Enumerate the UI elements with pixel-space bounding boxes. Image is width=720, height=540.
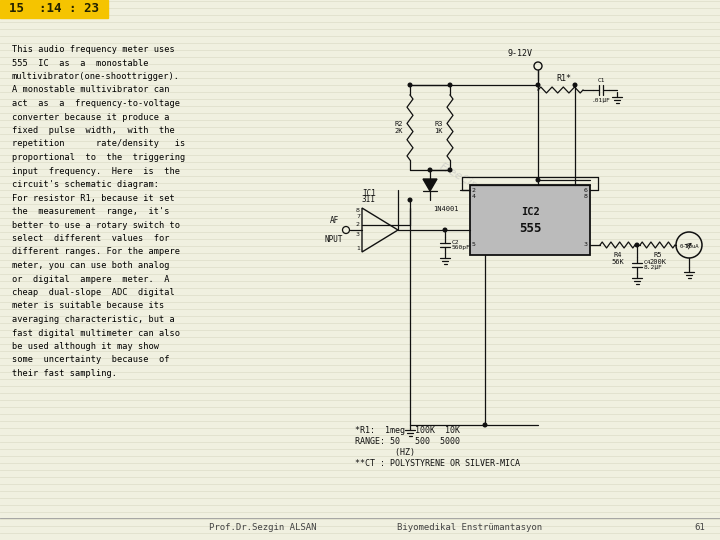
Text: be used although it may show: be used although it may show [12,342,159,351]
Text: meter, you can use both analog: meter, you can use both analog [12,261,169,270]
Text: For resistor R1, because it set: For resistor R1, because it set [12,193,175,202]
Text: IC1: IC1 [362,189,376,198]
Bar [470,185,590,255]
Text: *R1:  1meg  100K  10K: *R1: 1meg 100K 10K [355,426,460,435]
Circle shape [448,168,452,172]
Circle shape [483,423,487,427]
Text: 1N4001: 1N4001 [433,206,459,212]
Text: 555  IC  as  a  monostable: 555 IC as a monostable [12,58,148,68]
Text: or  digital  ampere  meter.  A: or digital ampere meter. A [12,274,169,284]
Circle shape [536,178,540,182]
Text: their fast sampling.: their fast sampling. [12,369,117,378]
Text: This audio frequency meter uses: This audio frequency meter uses [12,45,175,54]
Text: converter because it produce a: converter because it produce a [12,112,169,122]
Text: IC2: IC2 [521,207,539,217]
Text: 3: 3 [356,233,360,238]
Text: R1*: R1* [556,74,571,83]
Bar [0,0,108,18]
Text: select  different  values  for: select different values for [12,234,169,243]
Text: meter is suitable because its: meter is suitable because its [12,301,164,310]
Circle shape [428,168,432,172]
Text: 3: 3 [584,242,588,247]
Text: averaging characteristic, but a: averaging characteristic, but a [12,315,175,324]
Text: C2
560pF: C2 560pF [452,240,471,251]
Text: input  frequency.  Here  is  the: input frequency. Here is the [12,166,180,176]
Polygon shape [423,179,437,191]
Circle shape [408,198,412,202]
Text: fast digital multimeter can also: fast digital multimeter can also [12,328,180,338]
Text: Biyomedikal Enstrümantasyon: Biyomedikal Enstrümantasyon [397,523,543,532]
Text: Prof.Dr.Sezgin ALSAN: Prof.Dr.Sezgin ALSAN [210,523,317,532]
Text: some  uncertainty  because  of: some uncertainty because of [12,355,169,364]
Text: (HZ): (HZ) [355,448,415,457]
Circle shape [408,83,412,87]
Text: 311: 311 [362,195,376,204]
Text: 5: 5 [472,242,476,247]
Text: R4
56K: R4 56K [611,252,624,265]
Circle shape [444,228,447,232]
Text: 4: 4 [472,194,476,199]
Text: the  measurement  range,  it's: the measurement range, it's [12,207,169,216]
Text: .01μF: .01μF [592,98,611,103]
Text: better to use a rotary switch to: better to use a rotary switch to [12,220,180,230]
Text: 555: 555 [518,221,541,234]
Text: 2: 2 [356,222,360,227]
Text: 15  :14 : 23: 15 :14 : 23 [9,3,99,16]
Text: RANGE: 50   500  5000: RANGE: 50 500 5000 [355,437,460,446]
Circle shape [573,83,577,87]
Text: multivibrator(one-shoottrigger).: multivibrator(one-shoottrigger). [12,72,180,81]
Text: C4
8.2μF: C4 8.2μF [644,260,662,271]
Text: 1: 1 [356,246,360,252]
Text: cheap  dual-slope  ADC  digital: cheap dual-slope ADC digital [12,288,175,297]
Text: R2
2K: R2 2K [395,121,403,134]
Text: FreeCircuitDiagram.Com: FreeCircuitDiagram.Com [438,161,562,239]
Text: 61: 61 [695,523,706,532]
Text: 2: 2 [472,187,476,192]
Text: 6: 6 [584,187,588,192]
Circle shape [635,243,639,247]
Text: repetition      rate/density   is: repetition rate/density is [12,139,185,148]
Text: 7: 7 [356,213,360,219]
Text: 9-12V: 9-12V [508,49,533,58]
Text: AF: AF [329,216,338,225]
Text: circuit's schematic diagram:: circuit's schematic diagram: [12,180,159,189]
Circle shape [536,83,540,87]
Text: A monostable multivibrator can: A monostable multivibrator can [12,85,169,94]
Text: R5
200K: R5 200K [649,252,666,265]
Text: **CT : POLYSTYRENE OR SILVER-MICA: **CT : POLYSTYRENE OR SILVER-MICA [355,459,520,468]
Text: C1: C1 [598,78,605,83]
Text: 8: 8 [356,207,360,213]
Text: NPUT: NPUT [325,235,343,244]
Text: different ranges. For the ampere: different ranges. For the ampere [12,247,180,256]
Text: R3
1K: R3 1K [434,121,443,134]
Text: act  as  a  frequency-to-voltage: act as a frequency-to-voltage [12,99,180,108]
Text: proportional  to  the  triggering: proportional to the triggering [12,153,185,162]
Text: fixed  pulse  width,  with  the: fixed pulse width, with the [12,126,175,135]
Text: 0-50uA: 0-50uA [679,245,698,249]
Circle shape [448,83,452,87]
Text: 8: 8 [584,194,588,199]
